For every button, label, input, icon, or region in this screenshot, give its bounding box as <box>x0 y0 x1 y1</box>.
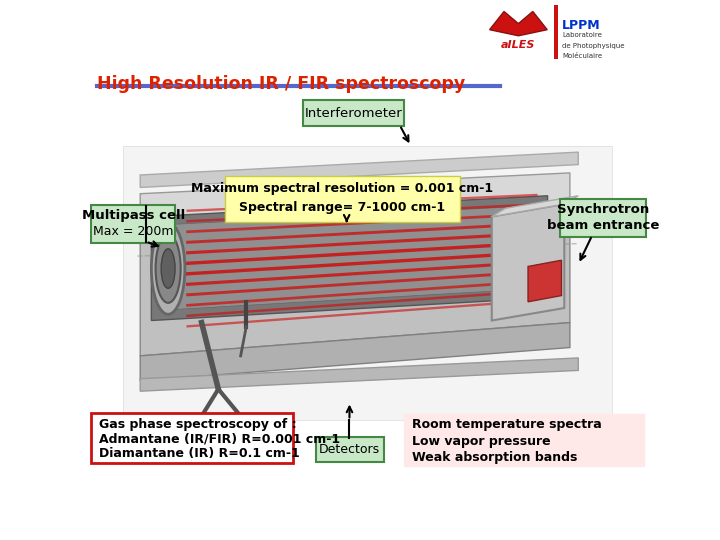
Text: Maximum spectral resolution = 0.001 cm-1: Maximum spectral resolution = 0.001 cm-1 <box>192 182 493 195</box>
FancyBboxPatch shape <box>554 5 559 59</box>
Text: Moléculaire: Moléculaire <box>562 52 603 59</box>
FancyBboxPatch shape <box>124 146 612 420</box>
Text: Weak absorption bands: Weak absorption bands <box>412 451 577 464</box>
Text: Gas phase spectroscopy of :: Gas phase spectroscopy of : <box>99 417 297 430</box>
Circle shape <box>243 414 256 424</box>
Circle shape <box>181 414 194 424</box>
Polygon shape <box>163 206 526 310</box>
FancyBboxPatch shape <box>91 205 176 243</box>
Ellipse shape <box>151 223 185 314</box>
Polygon shape <box>140 206 570 356</box>
Text: Low vapor pressure: Low vapor pressure <box>412 435 551 448</box>
Polygon shape <box>124 146 612 420</box>
Text: Multipass cell: Multipass cell <box>81 209 185 222</box>
Text: LPPM: LPPM <box>562 19 601 32</box>
Text: beam entrance: beam entrance <box>546 219 659 232</box>
Text: Room temperature spectra: Room temperature spectra <box>412 418 602 431</box>
Ellipse shape <box>156 234 181 303</box>
Polygon shape <box>140 322 570 381</box>
Circle shape <box>212 414 225 424</box>
Polygon shape <box>492 196 578 217</box>
Text: Diamantane (IR) R=0.1 cm-1: Diamantane (IR) R=0.1 cm-1 <box>99 447 300 460</box>
Polygon shape <box>140 173 570 231</box>
Text: Synchrotron: Synchrotron <box>557 203 649 216</box>
Text: Laboratoire: Laboratoire <box>562 32 602 38</box>
Polygon shape <box>492 204 564 321</box>
Text: Max = 200m: Max = 200m <box>93 225 174 238</box>
FancyBboxPatch shape <box>303 100 404 126</box>
Text: Admantane (IR/FIR) R=0.001 cm-1: Admantane (IR/FIR) R=0.001 cm-1 <box>99 433 341 446</box>
Text: High Resolution IR / FIR spectroscopy: High Resolution IR / FIR spectroscopy <box>97 75 466 93</box>
Polygon shape <box>151 196 547 321</box>
Polygon shape <box>140 358 578 391</box>
FancyBboxPatch shape <box>404 414 644 466</box>
FancyBboxPatch shape <box>316 436 384 462</box>
Polygon shape <box>528 260 562 302</box>
Text: Interferometer: Interferometer <box>305 106 402 119</box>
Text: de Photophysique: de Photophysique <box>562 43 625 49</box>
Ellipse shape <box>161 249 175 288</box>
Text: Detectors: Detectors <box>319 443 380 456</box>
FancyBboxPatch shape <box>225 176 460 222</box>
Text: Spectral range= 7-1000 cm-1: Spectral range= 7-1000 cm-1 <box>240 201 446 214</box>
Text: aILES: aILES <box>501 40 536 50</box>
Polygon shape <box>140 152 578 187</box>
Polygon shape <box>490 11 547 36</box>
FancyBboxPatch shape <box>560 199 646 237</box>
FancyBboxPatch shape <box>91 413 292 463</box>
